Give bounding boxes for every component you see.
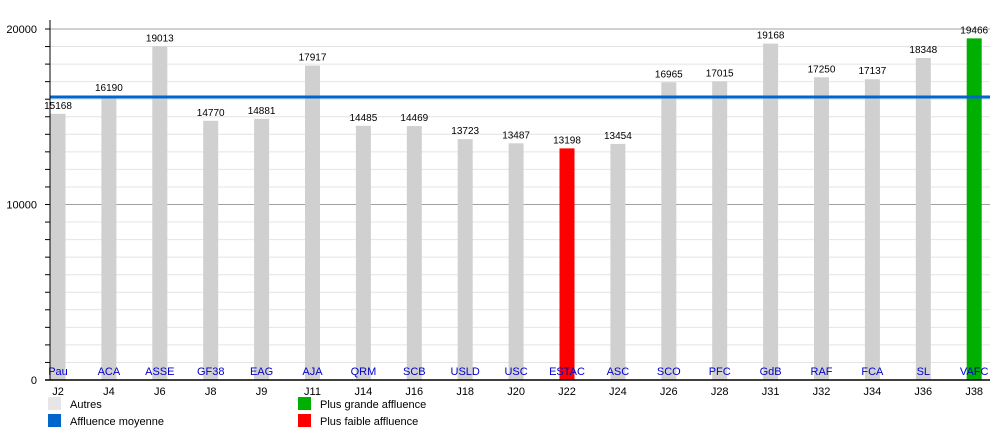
bar-J36 [915,57,931,380]
bar-value-label: 14770 [197,108,225,119]
bar-value-label: 13198 [553,135,581,146]
x-tick-label: J6 [154,386,166,398]
bar-J26 [661,82,677,380]
bar-J9 [254,118,270,381]
team-label: ASSE [145,366,174,378]
team-label: PFC [709,366,731,378]
bar-value-label: 13723 [451,126,479,137]
bar-value-label: 17917 [299,53,327,64]
x-tick-label: J14 [355,386,373,398]
bar-J8 [203,120,219,380]
y-tick-label: 0 [31,375,37,387]
legend-swatch-average [48,414,61,427]
bar-J31 [763,43,779,381]
bar-J32 [814,77,829,380]
x-tick-label: J2 [52,386,64,398]
y-tick-label: 20000 [6,24,37,36]
team-label: QRM [351,366,377,378]
y-tick-label: 10000 [6,200,37,212]
x-tick-label: J24 [609,386,627,398]
bar-value-label: 16190 [95,83,123,94]
legend-label: Plus faible affluence [320,416,418,428]
bar-J6 [152,46,168,381]
team-label: USLD [451,366,480,378]
team-label: SCO [657,366,681,378]
team-label: ACA [98,366,121,378]
bar-value-label: 17015 [706,68,734,79]
x-tick-label: J16 [405,386,423,398]
x-tick-label: J9 [256,386,268,398]
bar-value-label: 16965 [655,69,683,80]
team-label: SCB [403,366,426,378]
x-tick-label: J18 [456,386,474,398]
legend-label: Plus grande affluence [320,399,426,411]
team-label: SL [917,366,930,378]
bar-value-label: 14485 [349,113,377,124]
x-tick-label: J28 [711,386,729,398]
bar-J16 [406,126,422,380]
x-tick-label: J11 [304,386,321,398]
bar-J2 [50,113,66,380]
x-tick-label: J22 [558,386,576,398]
x-tick-label: J26 [660,386,678,398]
bar-value-label: 14469 [400,113,428,124]
bar-value-label: 18348 [909,45,937,56]
bar-J22 [559,148,575,380]
x-tick-label: J20 [507,386,525,398]
team-label: EAG [250,366,273,378]
bar-J4 [101,95,117,380]
bar-value-label: 19013 [146,33,174,44]
legend-swatch-other [48,397,61,410]
x-tick-label: J36 [914,386,932,398]
legend-swatch-min [298,414,311,427]
legend-swatch-max [298,397,311,410]
bar-value-label: 19168 [757,31,785,42]
bar-J18 [457,139,473,380]
bar-J38 [966,38,982,380]
x-tick-label: J32 [813,386,831,398]
bar-value-label: 13487 [502,130,530,141]
bar-value-label: 17137 [858,66,886,77]
bar-J20 [508,143,524,380]
x-tick-label: J31 [762,386,780,398]
x-tick-label: J8 [205,386,217,398]
bar-J24 [610,143,626,380]
bar-value-label: 13454 [604,131,632,142]
bar-J34 [864,79,880,380]
legend-label: Autres [70,399,102,411]
bar-value-label: 15168 [44,101,72,112]
team-label: ESTAC [549,366,585,378]
team-label: ASC [607,366,630,378]
x-tick-label: J4 [103,386,115,398]
bar-J28 [712,81,728,380]
team-label: FCA [861,366,884,378]
x-tick-label: J34 [864,386,882,398]
team-label: GF38 [197,366,225,378]
bar-value-label: 14881 [248,106,276,117]
bar-J14 [355,125,371,380]
team-label: VAFC [960,366,989,378]
legend-label: Affluence moyenne [70,416,164,428]
bar-J11 [305,65,320,381]
team-label: GdB [760,366,782,378]
team-label: AJA [302,366,323,378]
bar-value-label: 17250 [808,64,836,75]
team-label: Pau [48,366,68,378]
team-label: USC [504,366,527,378]
x-tick-label: J38 [965,386,983,398]
bar-value-label: 19466 [960,25,988,36]
team-label: RAF [811,366,833,378]
